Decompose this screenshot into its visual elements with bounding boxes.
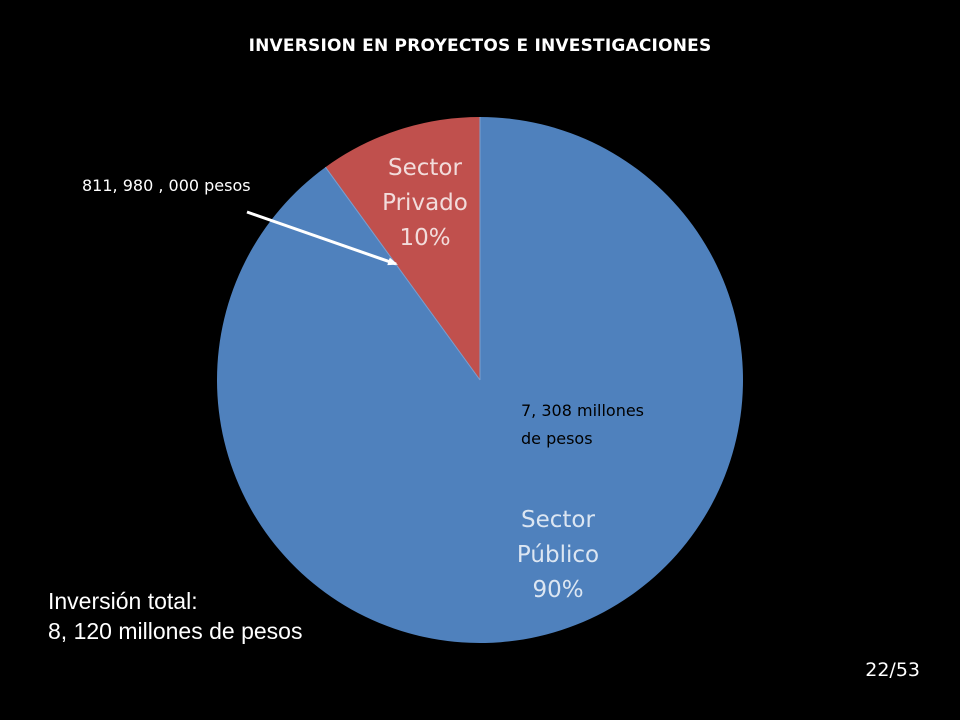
page-number: 22/53	[865, 659, 920, 681]
total-investment: Inversión total: 8, 120 millones de peso…	[48, 586, 302, 646]
callout-arrow	[246, 210, 398, 266]
pie-slices	[216, 117, 743, 643]
slice-divider	[325, 166, 481, 381]
publico-amount-label: 7, 308 millones	[521, 401, 644, 420]
privado-label-line: Privado	[382, 190, 468, 216]
privado-label-line: 10%	[399, 225, 450, 251]
total-value: 8, 120 millones de pesos	[48, 618, 303, 644]
privado-label-line: Sector	[388, 155, 462, 181]
pie-labels: Sector Privado 10% Sector Público 90% 7, 308 m…	[82, 155, 644, 603]
chart-title: INVERSION EN PROYECTOS E INVESTIGACIONES	[248, 36, 712, 56]
privado-amount-label: 811, 980 , 000 pesos	[82, 176, 251, 195]
publico-label-line: 90%	[532, 577, 583, 603]
publico-amount-label: de pesos	[521, 429, 593, 448]
total-label: Inversión total:	[48, 588, 198, 614]
slice-sector-privado	[325, 117, 480, 380]
publico-label-line: Sector	[521, 507, 595, 533]
publico-label-line: Público	[517, 542, 599, 568]
